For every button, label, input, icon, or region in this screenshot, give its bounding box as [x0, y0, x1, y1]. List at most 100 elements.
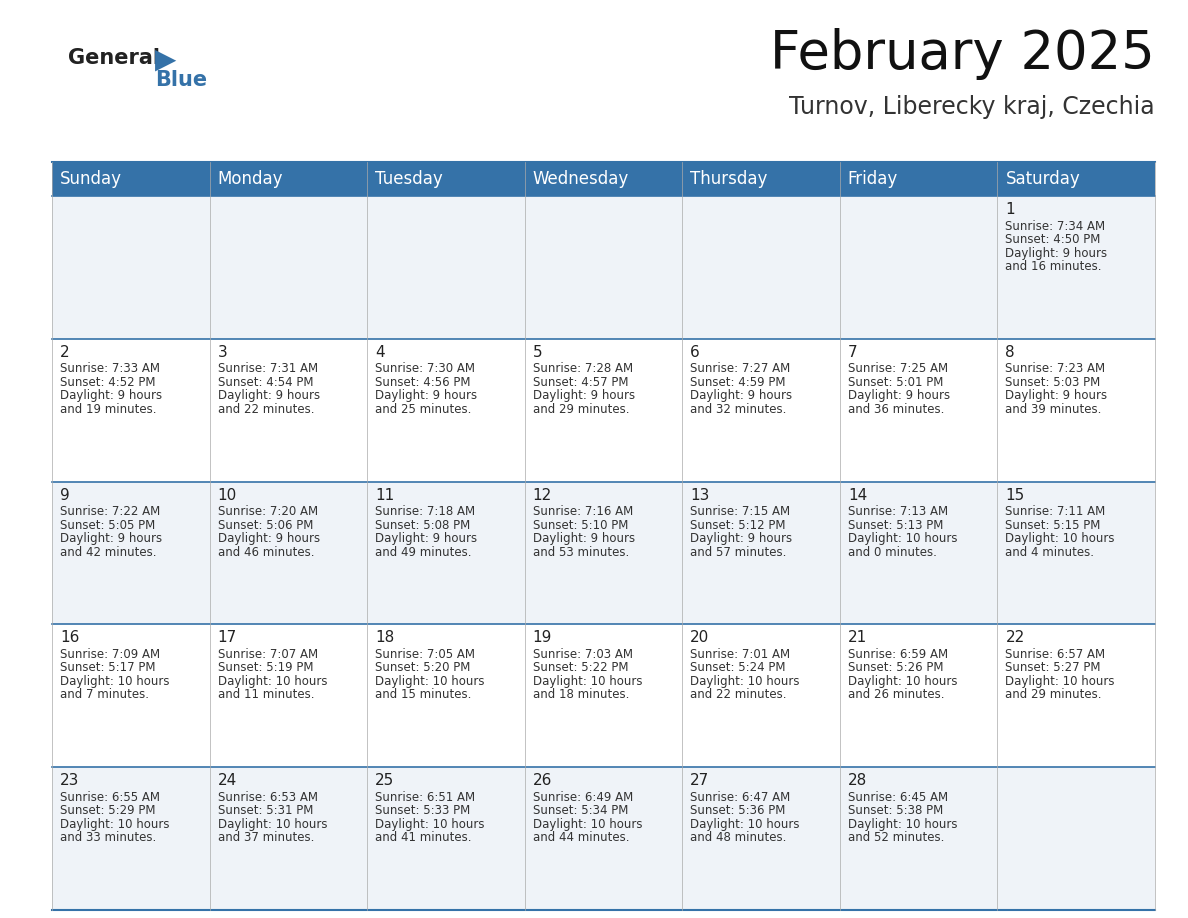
Text: Wednesday: Wednesday	[532, 170, 628, 188]
Text: Sunrise: 7:30 AM: Sunrise: 7:30 AM	[375, 363, 475, 375]
Text: Sunrise: 7:05 AM: Sunrise: 7:05 AM	[375, 648, 475, 661]
Text: Daylight: 9 hours: Daylight: 9 hours	[217, 532, 320, 545]
Bar	[209, 196, 367, 339]
Text: Sunset: 5:12 PM: Sunset: 5:12 PM	[690, 519, 785, 532]
Text: 1: 1	[1005, 202, 1015, 217]
Bar	[52, 339, 209, 482]
Text: 16: 16	[61, 631, 80, 645]
Text: 20: 20	[690, 631, 709, 645]
Text: Sunset: 4:59 PM: Sunset: 4:59 PM	[690, 375, 785, 389]
Text: Thursday: Thursday	[690, 170, 767, 188]
Text: 21: 21	[848, 631, 867, 645]
Text: and 22 minutes.: and 22 minutes.	[690, 688, 786, 701]
Text: Sunrise: 7:18 AM: Sunrise: 7:18 AM	[375, 505, 475, 518]
Text: Sunset: 4:57 PM: Sunset: 4:57 PM	[532, 375, 628, 389]
Text: February 2025: February 2025	[770, 28, 1155, 80]
Text: General: General	[68, 48, 160, 68]
Text: Daylight: 9 hours: Daylight: 9 hours	[848, 389, 950, 402]
Text: and 11 minutes.: and 11 minutes.	[217, 688, 314, 701]
Bar	[52, 196, 209, 339]
Text: Sunset: 5:17 PM: Sunset: 5:17 PM	[61, 662, 156, 675]
Text: Sunrise: 7:20 AM: Sunrise: 7:20 AM	[217, 505, 317, 518]
Text: 12: 12	[532, 487, 552, 502]
Text: Daylight: 10 hours: Daylight: 10 hours	[217, 818, 327, 831]
Text: Blue: Blue	[154, 70, 207, 90]
Text: Sunrise: 6:45 AM: Sunrise: 6:45 AM	[848, 790, 948, 804]
Bar	[209, 624, 367, 767]
Text: 27: 27	[690, 773, 709, 789]
Text: and 49 minutes.: and 49 minutes.	[375, 545, 472, 559]
Bar	[682, 482, 840, 624]
Text: Sunrise: 7:27 AM: Sunrise: 7:27 AM	[690, 363, 790, 375]
Text: 2: 2	[61, 345, 70, 360]
Text: Sunrise: 7:03 AM: Sunrise: 7:03 AM	[532, 648, 633, 661]
Text: Daylight: 10 hours: Daylight: 10 hours	[532, 675, 643, 688]
Text: Sunset: 5:31 PM: Sunset: 5:31 PM	[217, 804, 312, 817]
Text: and 0 minutes.: and 0 minutes.	[848, 545, 936, 559]
Text: and 42 minutes.: and 42 minutes.	[61, 545, 157, 559]
Text: Daylight: 10 hours: Daylight: 10 hours	[61, 675, 170, 688]
Text: Sunset: 5:03 PM: Sunset: 5:03 PM	[1005, 375, 1100, 389]
Text: Sunrise: 7:33 AM: Sunrise: 7:33 AM	[61, 363, 160, 375]
Text: Monday: Monday	[217, 170, 283, 188]
Text: Daylight: 10 hours: Daylight: 10 hours	[61, 818, 170, 831]
Text: Daylight: 9 hours: Daylight: 9 hours	[1005, 389, 1107, 402]
Text: and 44 minutes.: and 44 minutes.	[532, 832, 630, 845]
Text: and 29 minutes.: and 29 minutes.	[532, 403, 630, 416]
Text: Daylight: 10 hours: Daylight: 10 hours	[1005, 532, 1114, 545]
Text: 28: 28	[848, 773, 867, 789]
Text: Daylight: 10 hours: Daylight: 10 hours	[848, 675, 958, 688]
Text: and 7 minutes.: and 7 minutes.	[61, 688, 148, 701]
Text: Sunset: 5:38 PM: Sunset: 5:38 PM	[848, 804, 943, 817]
Bar	[367, 767, 525, 910]
Text: 22: 22	[1005, 631, 1025, 645]
Text: 4: 4	[375, 345, 385, 360]
Text: and 4 minutes.: and 4 minutes.	[1005, 545, 1094, 559]
Text: Sunrise: 7:28 AM: Sunrise: 7:28 AM	[532, 363, 633, 375]
Text: Sunrise: 7:16 AM: Sunrise: 7:16 AM	[532, 505, 633, 518]
Text: Sunset: 5:01 PM: Sunset: 5:01 PM	[848, 375, 943, 389]
Text: Sunrise: 7:15 AM: Sunrise: 7:15 AM	[690, 505, 790, 518]
Text: Sunrise: 7:09 AM: Sunrise: 7:09 AM	[61, 648, 160, 661]
Text: Daylight: 9 hours: Daylight: 9 hours	[375, 389, 478, 402]
Text: 13: 13	[690, 487, 709, 502]
Bar	[525, 339, 682, 482]
Text: Sunset: 5:26 PM: Sunset: 5:26 PM	[848, 662, 943, 675]
Text: Sunset: 5:06 PM: Sunset: 5:06 PM	[217, 519, 312, 532]
Text: Sunset: 5:08 PM: Sunset: 5:08 PM	[375, 519, 470, 532]
Text: Sunrise: 7:07 AM: Sunrise: 7:07 AM	[217, 648, 317, 661]
Text: Daylight: 10 hours: Daylight: 10 hours	[375, 675, 485, 688]
Bar	[209, 339, 367, 482]
Text: Sunrise: 7:22 AM: Sunrise: 7:22 AM	[61, 505, 160, 518]
Bar	[525, 162, 682, 196]
Text: and 15 minutes.: and 15 minutes.	[375, 688, 472, 701]
Bar	[367, 482, 525, 624]
Bar	[682, 196, 840, 339]
Text: Sunrise: 7:13 AM: Sunrise: 7:13 AM	[848, 505, 948, 518]
Text: 11: 11	[375, 487, 394, 502]
Text: 18: 18	[375, 631, 394, 645]
Bar	[998, 339, 1155, 482]
Bar	[840, 162, 998, 196]
Text: Daylight: 10 hours: Daylight: 10 hours	[848, 818, 958, 831]
Text: and 41 minutes.: and 41 minutes.	[375, 832, 472, 845]
Text: Sunrise: 7:34 AM: Sunrise: 7:34 AM	[1005, 219, 1106, 232]
Bar	[525, 196, 682, 339]
Text: and 52 minutes.: and 52 minutes.	[848, 832, 944, 845]
Text: ▶: ▶	[154, 46, 176, 74]
Text: Sunrise: 7:25 AM: Sunrise: 7:25 AM	[848, 363, 948, 375]
Text: Sunrise: 7:23 AM: Sunrise: 7:23 AM	[1005, 363, 1106, 375]
Text: Sunset: 4:54 PM: Sunset: 4:54 PM	[217, 375, 314, 389]
Text: Daylight: 9 hours: Daylight: 9 hours	[61, 532, 162, 545]
Text: Sunset: 5:05 PM: Sunset: 5:05 PM	[61, 519, 156, 532]
Text: Sunrise: 7:11 AM: Sunrise: 7:11 AM	[1005, 505, 1106, 518]
Bar	[682, 162, 840, 196]
Text: Daylight: 10 hours: Daylight: 10 hours	[690, 818, 800, 831]
Bar	[682, 339, 840, 482]
Bar	[209, 482, 367, 624]
Bar	[840, 339, 998, 482]
Text: Sunset: 5:15 PM: Sunset: 5:15 PM	[1005, 519, 1101, 532]
Text: Sunset: 5:24 PM: Sunset: 5:24 PM	[690, 662, 785, 675]
Text: and 26 minutes.: and 26 minutes.	[848, 688, 944, 701]
Text: and 39 minutes.: and 39 minutes.	[1005, 403, 1101, 416]
